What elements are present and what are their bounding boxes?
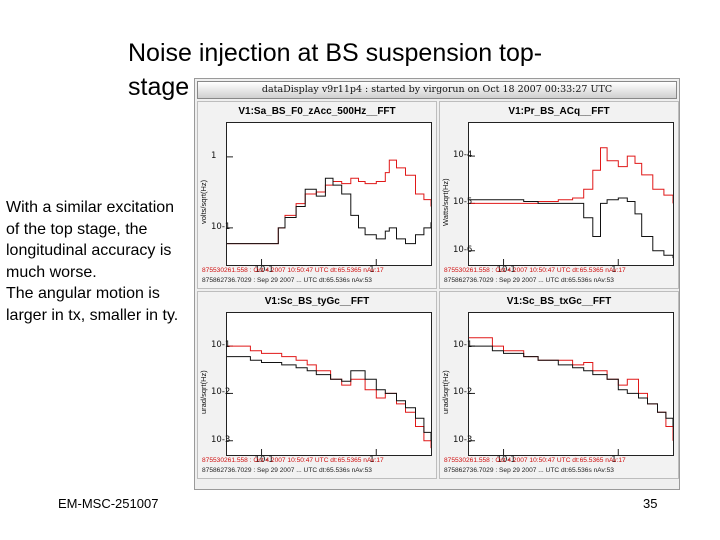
fft-panel-4: V1:Sc_BS_txGc__FFT urad/sqrt(Hz) 10-1 1 10-1… bbox=[439, 291, 679, 479]
footer-label: EM-MSC-251007 bbox=[58, 496, 159, 511]
y-tick-label: 10-2 bbox=[453, 387, 473, 398]
fft-plot-svg bbox=[469, 337, 673, 455]
fft-panel-1: V1:Sa_BS_F0_zAcc_500Hz__FFT volts/sqrt(Hz… bbox=[197, 101, 437, 289]
y-tick-label: 10-1 bbox=[211, 221, 231, 232]
plot-area[interactable] bbox=[226, 122, 432, 266]
series-current bbox=[469, 197, 673, 259]
data-display-window: dataDisplay v9r11p4 : started by virgoru… bbox=[194, 78, 680, 490]
current-trace-info: 875862736.7029 : Sep 29 2007 ... UTC dt:… bbox=[202, 467, 372, 474]
reference-trace-info: 875530261.558 : Oct 4 2007 10:50:47 UTC … bbox=[444, 267, 626, 274]
plot-area[interactable] bbox=[468, 312, 674, 456]
series-current bbox=[469, 345, 673, 427]
x-tick-label: 10-1 bbox=[254, 455, 274, 465]
y-axis-label: urad/sqrt(Hz) bbox=[199, 370, 208, 414]
y-tick-label: 10-3 bbox=[211, 434, 231, 445]
current-trace-info: 875862736.7029 : Sep 29 2007 ... UTC dt:… bbox=[202, 277, 372, 284]
x-tick-label: 10-1 bbox=[496, 455, 516, 465]
y-tick-label: 10-6 bbox=[453, 244, 473, 255]
x-tick-label: 10-1 bbox=[496, 265, 516, 275]
reference-trace-info: 875530261.558 : Oct 4 2007 10:50:47 UTC … bbox=[202, 457, 384, 464]
y-tick-label: 10-2 bbox=[211, 387, 231, 398]
x-tick-label: 1 bbox=[369, 455, 375, 465]
fft-panel-3: V1:Sc_BS_tyGc__FFT urad/sqrt(Hz) 10-1 1 10-1… bbox=[197, 291, 437, 479]
x-tick-label: 1 bbox=[611, 455, 617, 465]
window-titlebar[interactable]: dataDisplay v9r11p4 : started by virgoru… bbox=[197, 81, 677, 99]
page-number: 35 bbox=[643, 496, 658, 511]
series-reference bbox=[227, 345, 431, 449]
series-current bbox=[227, 356, 431, 441]
y-axis-label: urad/sqrt(Hz) bbox=[441, 370, 450, 414]
x-tick-label: 10-1 bbox=[254, 265, 274, 275]
fft-plot-svg bbox=[227, 345, 431, 455]
panel-title: V1:Pr_BS_ACq__FFT bbox=[508, 106, 610, 117]
panel-title: V1:Sa_BS_F0_zAcc_500Hz__FFT bbox=[238, 106, 396, 117]
y-tick-label: 1 bbox=[211, 150, 217, 161]
slide-title: Noise injection at BS suspension top-sta… bbox=[128, 39, 543, 101]
y-tick-label: 10-3 bbox=[453, 434, 473, 445]
y-tick-label: 10-1 bbox=[211, 340, 231, 351]
y-axis-label: Watts/sqrt(Hz) bbox=[441, 178, 450, 226]
current-trace-info: 875862736.7029 : Sep 29 2007 ... UTC dt:… bbox=[444, 277, 614, 284]
series-reference bbox=[469, 337, 673, 441]
x-tick-label: 1 bbox=[611, 265, 617, 275]
series-reference bbox=[469, 147, 673, 204]
y-axis-label: volts/sqrt(Hz) bbox=[199, 179, 208, 225]
y-tick-label: 10-4 bbox=[453, 150, 473, 161]
body-paragraph: With a similar excitation of the top sta… bbox=[6, 199, 179, 324]
plot-area[interactable] bbox=[468, 122, 674, 266]
fft-plot-svg bbox=[469, 147, 673, 265]
y-tick-label: 10-1 bbox=[453, 340, 473, 351]
x-tick-label: 1 bbox=[369, 265, 375, 275]
series-reference bbox=[227, 159, 431, 245]
series-current bbox=[227, 177, 431, 245]
fft-panel-2: V1:Pr_BS_ACq__FFT Watts/sqrt(Hz) 10-1 1 10-4… bbox=[439, 101, 679, 289]
panel-title: V1:Sc_BS_txGc__FFT bbox=[506, 296, 612, 307]
current-trace-info: 875862736.7029 : Sep 29 2007 ... UTC dt:… bbox=[444, 467, 614, 474]
slide-body-text: With a similar excitation of the top sta… bbox=[6, 197, 186, 326]
y-tick-label: 10-5 bbox=[453, 197, 473, 208]
reference-trace-info: 875530261.558 : Oct 4 2007 10:50:47 UTC … bbox=[444, 457, 626, 464]
reference-trace-info: 875530261.558 : Oct 4 2007 10:50:47 UTC … bbox=[202, 267, 384, 274]
fft-plot-svg bbox=[227, 156, 431, 265]
panel-title: V1:Sc_BS_tyGc__FFT bbox=[264, 296, 370, 307]
plot-area[interactable] bbox=[226, 312, 432, 456]
